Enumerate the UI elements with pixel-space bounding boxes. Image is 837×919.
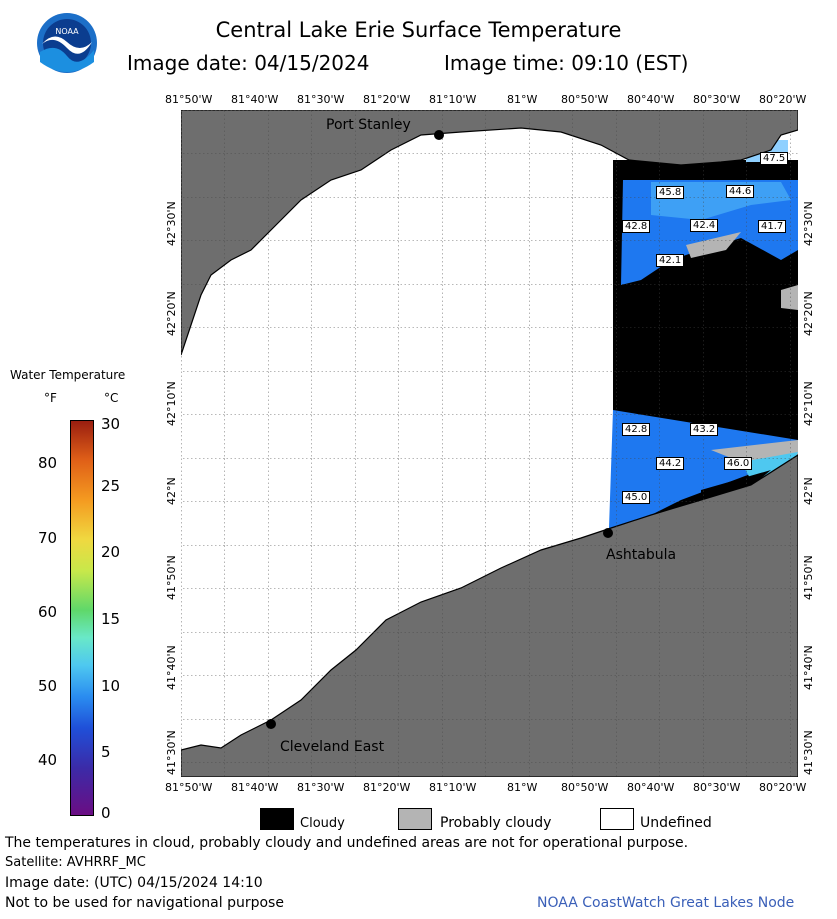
key-undefined-label: Undefined: [640, 815, 712, 831]
color-scale-bar: [70, 420, 94, 816]
temp-label: 42.8: [622, 423, 651, 436]
lat-label-right: 41°30'N: [802, 730, 815, 775]
key-probably-cloudy-swatch: [398, 808, 432, 830]
legend-f-tick: 40: [38, 751, 58, 769]
lon-label-top: 81°W: [507, 93, 538, 106]
key-probably-cloudy-label: Probably cloudy: [440, 815, 552, 831]
lon-label-bottom: 80°30'W: [693, 781, 741, 794]
legend-f-tick: 80: [38, 454, 58, 472]
temp-label: 42.4: [690, 219, 719, 232]
legend-title: Water Temperature: [10, 368, 126, 382]
lon-label-top: 80°50'W: [561, 93, 609, 106]
legend-c-tick: 5: [101, 743, 111, 761]
lon-label-top: 81°50'W: [165, 93, 213, 106]
lon-label-bottom: 81°20'W: [363, 781, 411, 794]
lon-label-bottom: 81°50'W: [165, 781, 213, 794]
lat-label-left: 41°50'N: [165, 555, 178, 600]
lat-label-right: 42°20'N: [802, 291, 815, 336]
port-stanley-marker: [434, 130, 444, 140]
label-port-stanley: Port Stanley: [326, 117, 411, 133]
legend-f-tick: 60: [38, 603, 58, 621]
lat-label-left: 42°30'N: [165, 201, 178, 246]
ashtabula-marker: [603, 528, 613, 538]
lat-label-left: 41°40'N: [165, 645, 178, 690]
satellite-text: Satellite: AVHRRF_MC: [5, 855, 146, 870]
lon-label-top: 81°40'W: [231, 93, 279, 106]
lon-label-top: 81°20'W: [363, 93, 411, 106]
temp-label: 45.8: [656, 186, 685, 199]
lat-label-right: 41°40'N: [802, 645, 815, 690]
lat-label-right: 42°10'N: [802, 381, 815, 426]
temp-label: 42.1: [656, 254, 685, 267]
utc-date-text: Image date: (UTC) 04/15/2024 14:10: [5, 875, 263, 891]
legend-c-tick: 10: [101, 677, 121, 695]
temp-label: 41.7: [758, 220, 787, 233]
lat-label-left: 42°20'N: [165, 291, 178, 336]
legend-f-tick: 70: [38, 529, 58, 547]
lon-label-top: 80°20'W: [759, 93, 807, 106]
temp-label: 44.2: [656, 457, 685, 470]
temp-label: 46.0: [724, 457, 753, 470]
lon-label-top: 81°30'W: [297, 93, 345, 106]
legend-c-tick: 25: [101, 477, 121, 495]
lon-label-bottom: 81°40'W: [231, 781, 279, 794]
temp-label: 45.0: [622, 491, 651, 504]
temp-label: 44.6: [726, 185, 755, 198]
disclaimer-text: The temperatures in cloud, probably clou…: [5, 835, 689, 851]
label-cleveland-east: Cleveland East: [280, 739, 385, 755]
lat-label-left: 42°10'N: [165, 381, 178, 426]
temp-label: 43.2: [690, 423, 719, 436]
map-panel: [180, 109, 799, 778]
graticule: [181, 110, 798, 777]
lat-label-right: 42°N: [802, 477, 815, 505]
legend-c-tick: 30: [101, 415, 121, 433]
label-ashtabula: Ashtabula: [606, 547, 677, 563]
legend-c-unit: °C: [104, 391, 119, 405]
legend-f-unit: °F: [44, 391, 57, 405]
lon-label-top: 80°40'W: [627, 93, 675, 106]
lon-label-bottom: 80°40'W: [627, 781, 675, 794]
temp-label: 42.8: [622, 220, 651, 233]
lat-label-left: 42°N: [165, 477, 178, 505]
key-cloudy-swatch: [260, 808, 294, 830]
lon-label-bottom: 80°20'W: [759, 781, 807, 794]
nav-warning-text: Not to be used for navigational purpose: [5, 895, 284, 911]
lake-map: [180, 109, 799, 778]
lat-label-left: 41°30'N: [165, 730, 178, 775]
image-date: Image date: 04/15/2024: [127, 51, 370, 75]
key-undefined-swatch: [600, 808, 634, 830]
key-cloudy-label: Cloudy: [300, 816, 345, 831]
lon-label-top: 81°10'W: [429, 93, 477, 106]
logo-text: NOAA: [55, 27, 79, 36]
image-time: Image time: 09:10 (EST): [444, 51, 689, 75]
noaa-logo: NOAA: [36, 12, 98, 74]
legend-c-tick: 20: [101, 543, 121, 561]
cleveland-east-marker: [266, 719, 276, 729]
legend-c-tick: 0: [101, 804, 111, 822]
lon-label-bottom: 81°10'W: [429, 781, 477, 794]
map-title: Central Lake Erie Surface Temperature: [215, 18, 622, 42]
legend-c-tick: 15: [101, 610, 121, 628]
lon-label-top: 80°30'W: [693, 93, 741, 106]
lon-label-bottom: 81°W: [507, 781, 538, 794]
lon-label-bottom: 81°30'W: [297, 781, 345, 794]
temp-label: 47.5: [760, 152, 789, 165]
lon-label-bottom: 80°50'W: [561, 781, 609, 794]
legend-f-tick: 50: [38, 677, 58, 695]
lat-label-right: 42°30'N: [802, 201, 815, 246]
lat-label-right: 41°50'N: [802, 555, 815, 600]
credit-text: NOAA CoastWatch Great Lakes Node: [537, 895, 795, 911]
